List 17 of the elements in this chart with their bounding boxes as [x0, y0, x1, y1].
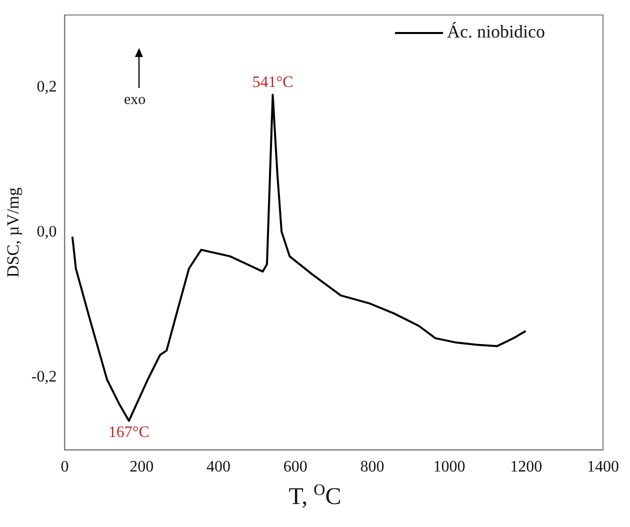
x-tick-label: 400	[206, 458, 231, 476]
x-tick-label: 1000	[433, 458, 466, 476]
x-tick-label: 1200	[510, 458, 542, 476]
x-tick-label: 200	[130, 458, 154, 476]
y-axis-title: DSC, µV/mg	[4, 186, 23, 278]
annotation: 541°C	[252, 74, 294, 91]
x-tick-label: 0	[60, 458, 69, 476]
x-axis-title: T, $^{O}$C	[288, 482, 342, 511]
legend-label: Ác. niobidico	[447, 22, 546, 42]
y-tick-label: -0,2	[31, 368, 57, 386]
annotation: 167°C	[108, 424, 150, 442]
x-tick-label: 1400	[587, 458, 619, 476]
y-tick-label: 0,2	[36, 78, 57, 96]
annotation: exo	[124, 92, 146, 109]
x-tick-label: 600	[283, 458, 308, 476]
y-tick-label: 0,0	[36, 224, 57, 241]
x-tick-label: 800	[360, 458, 384, 476]
